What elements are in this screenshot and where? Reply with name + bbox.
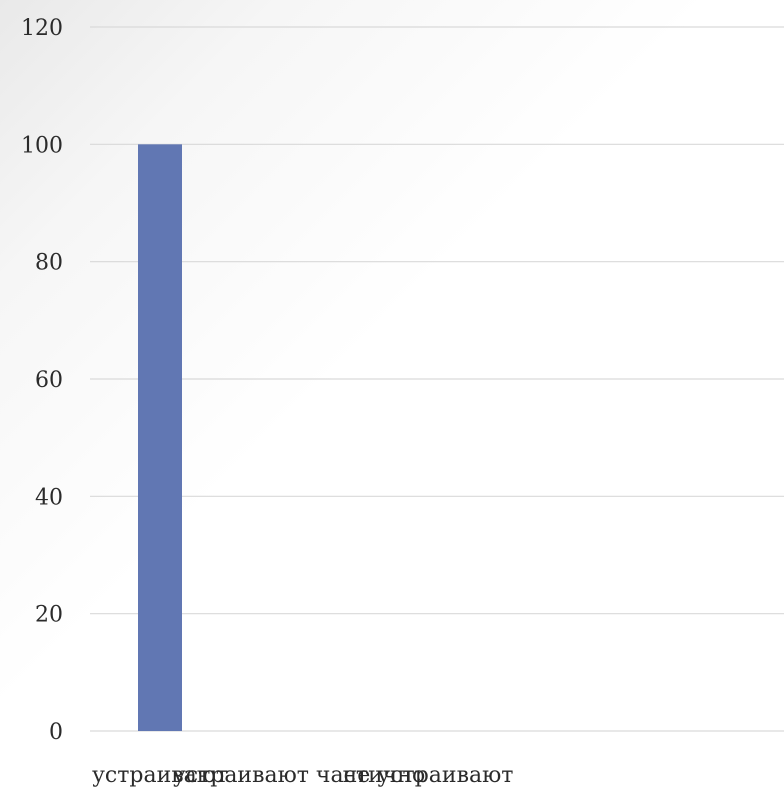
y-tick-label: 120 — [21, 16, 63, 41]
y-tick-label: 60 — [35, 368, 63, 393]
y-tick-label: 0 — [49, 720, 63, 745]
bars — [138, 144, 182, 732]
x-category-label: не устраивают — [343, 763, 514, 788]
y-tick-label: 100 — [21, 133, 63, 158]
y-axis-tick-labels: 0 20 40 60 80 100 120 — [21, 16, 63, 745]
x-category-label: устраивают — [92, 763, 228, 788]
x-category-label: устраивают частично — [173, 763, 425, 788]
y-tick-label: 40 — [35, 485, 63, 510]
y-tick-label: 20 — [35, 603, 63, 628]
gridlines — [90, 26, 784, 732]
bar — [138, 144, 182, 732]
y-tick-label: 80 — [35, 251, 63, 276]
